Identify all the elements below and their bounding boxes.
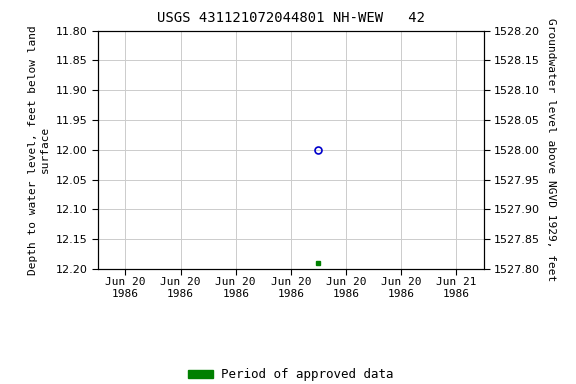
Y-axis label: Depth to water level, feet below land
surface: Depth to water level, feet below land su… — [28, 25, 50, 275]
Legend: Period of approved data: Period of approved data — [183, 363, 399, 384]
Y-axis label: Groundwater level above NGVD 1929, feet: Groundwater level above NGVD 1929, feet — [546, 18, 556, 281]
Title: USGS 431121072044801 NH-WEW   42: USGS 431121072044801 NH-WEW 42 — [157, 12, 425, 25]
